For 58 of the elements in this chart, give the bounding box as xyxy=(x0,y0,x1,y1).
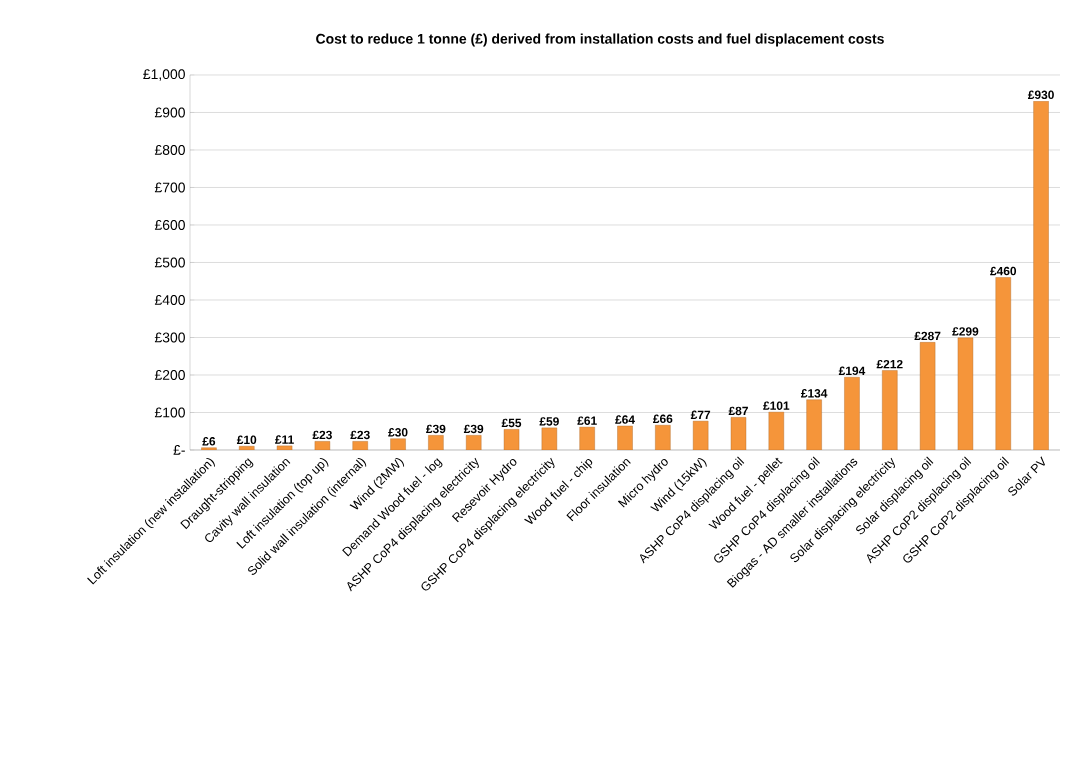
bar xyxy=(428,435,444,450)
y-tick-label: £600 xyxy=(154,220,185,230)
data-label: £61 xyxy=(577,416,597,425)
data-label: £66 xyxy=(652,414,673,424)
bar xyxy=(352,441,368,450)
y-tick-label: £400 xyxy=(154,295,185,305)
y-tick-label: £700 xyxy=(154,182,185,193)
data-label: £77 xyxy=(690,410,711,419)
bar xyxy=(314,441,331,450)
bar xyxy=(957,337,974,450)
y-tick-label: £500 xyxy=(154,257,185,268)
data-label: £39 xyxy=(426,424,446,434)
data-label: £930 xyxy=(1027,90,1054,100)
chart-title: Cost to reduce 1 tonne (£) derived from installation costs and fuel displacement costs xyxy=(316,33,884,47)
bar xyxy=(579,426,595,450)
bar xyxy=(655,425,671,450)
data-label: £460 xyxy=(990,266,1017,276)
bar xyxy=(390,438,406,450)
y-tick-label: £- xyxy=(173,445,185,455)
data-label: £101 xyxy=(763,401,790,410)
y-tick-label: £900 xyxy=(154,107,185,118)
data-label: £194 xyxy=(838,366,866,376)
data-label: £6 xyxy=(202,437,216,446)
data-label: £212 xyxy=(876,359,903,369)
bar xyxy=(239,446,255,450)
data-label: £59 xyxy=(539,417,559,426)
data-label: £299 xyxy=(952,327,979,336)
bar xyxy=(730,417,747,450)
data-label: £10 xyxy=(236,435,257,445)
bar xyxy=(806,399,822,450)
data-label: £23 xyxy=(312,430,332,440)
data-label: £23 xyxy=(350,430,370,440)
bar xyxy=(768,411,785,450)
bar xyxy=(466,435,482,450)
data-label: £287 xyxy=(914,331,941,341)
y-tick-label: £800 xyxy=(154,145,185,155)
bar xyxy=(919,342,936,450)
bar xyxy=(1033,101,1049,450)
data-label: £87 xyxy=(728,406,748,416)
bar xyxy=(617,425,633,450)
data-label: £64 xyxy=(615,415,635,424)
bar xyxy=(692,420,709,450)
bar xyxy=(276,445,293,450)
y-tick-label: £1,000 xyxy=(143,69,185,81)
y-tick-label: £100 xyxy=(154,407,185,418)
bar xyxy=(201,447,217,450)
data-label: £11 xyxy=(275,435,294,444)
bar xyxy=(541,427,558,450)
y-tick-label: £300 xyxy=(154,332,185,343)
data-label: £55 xyxy=(501,418,522,428)
data-label: £39 xyxy=(463,424,484,434)
data-label: £30 xyxy=(388,428,408,437)
bar xyxy=(503,429,520,450)
bar xyxy=(995,277,1011,450)
bar xyxy=(844,377,860,450)
bar xyxy=(882,370,898,450)
y-tick-label: £200 xyxy=(154,370,185,380)
data-label: £134 xyxy=(800,389,828,398)
